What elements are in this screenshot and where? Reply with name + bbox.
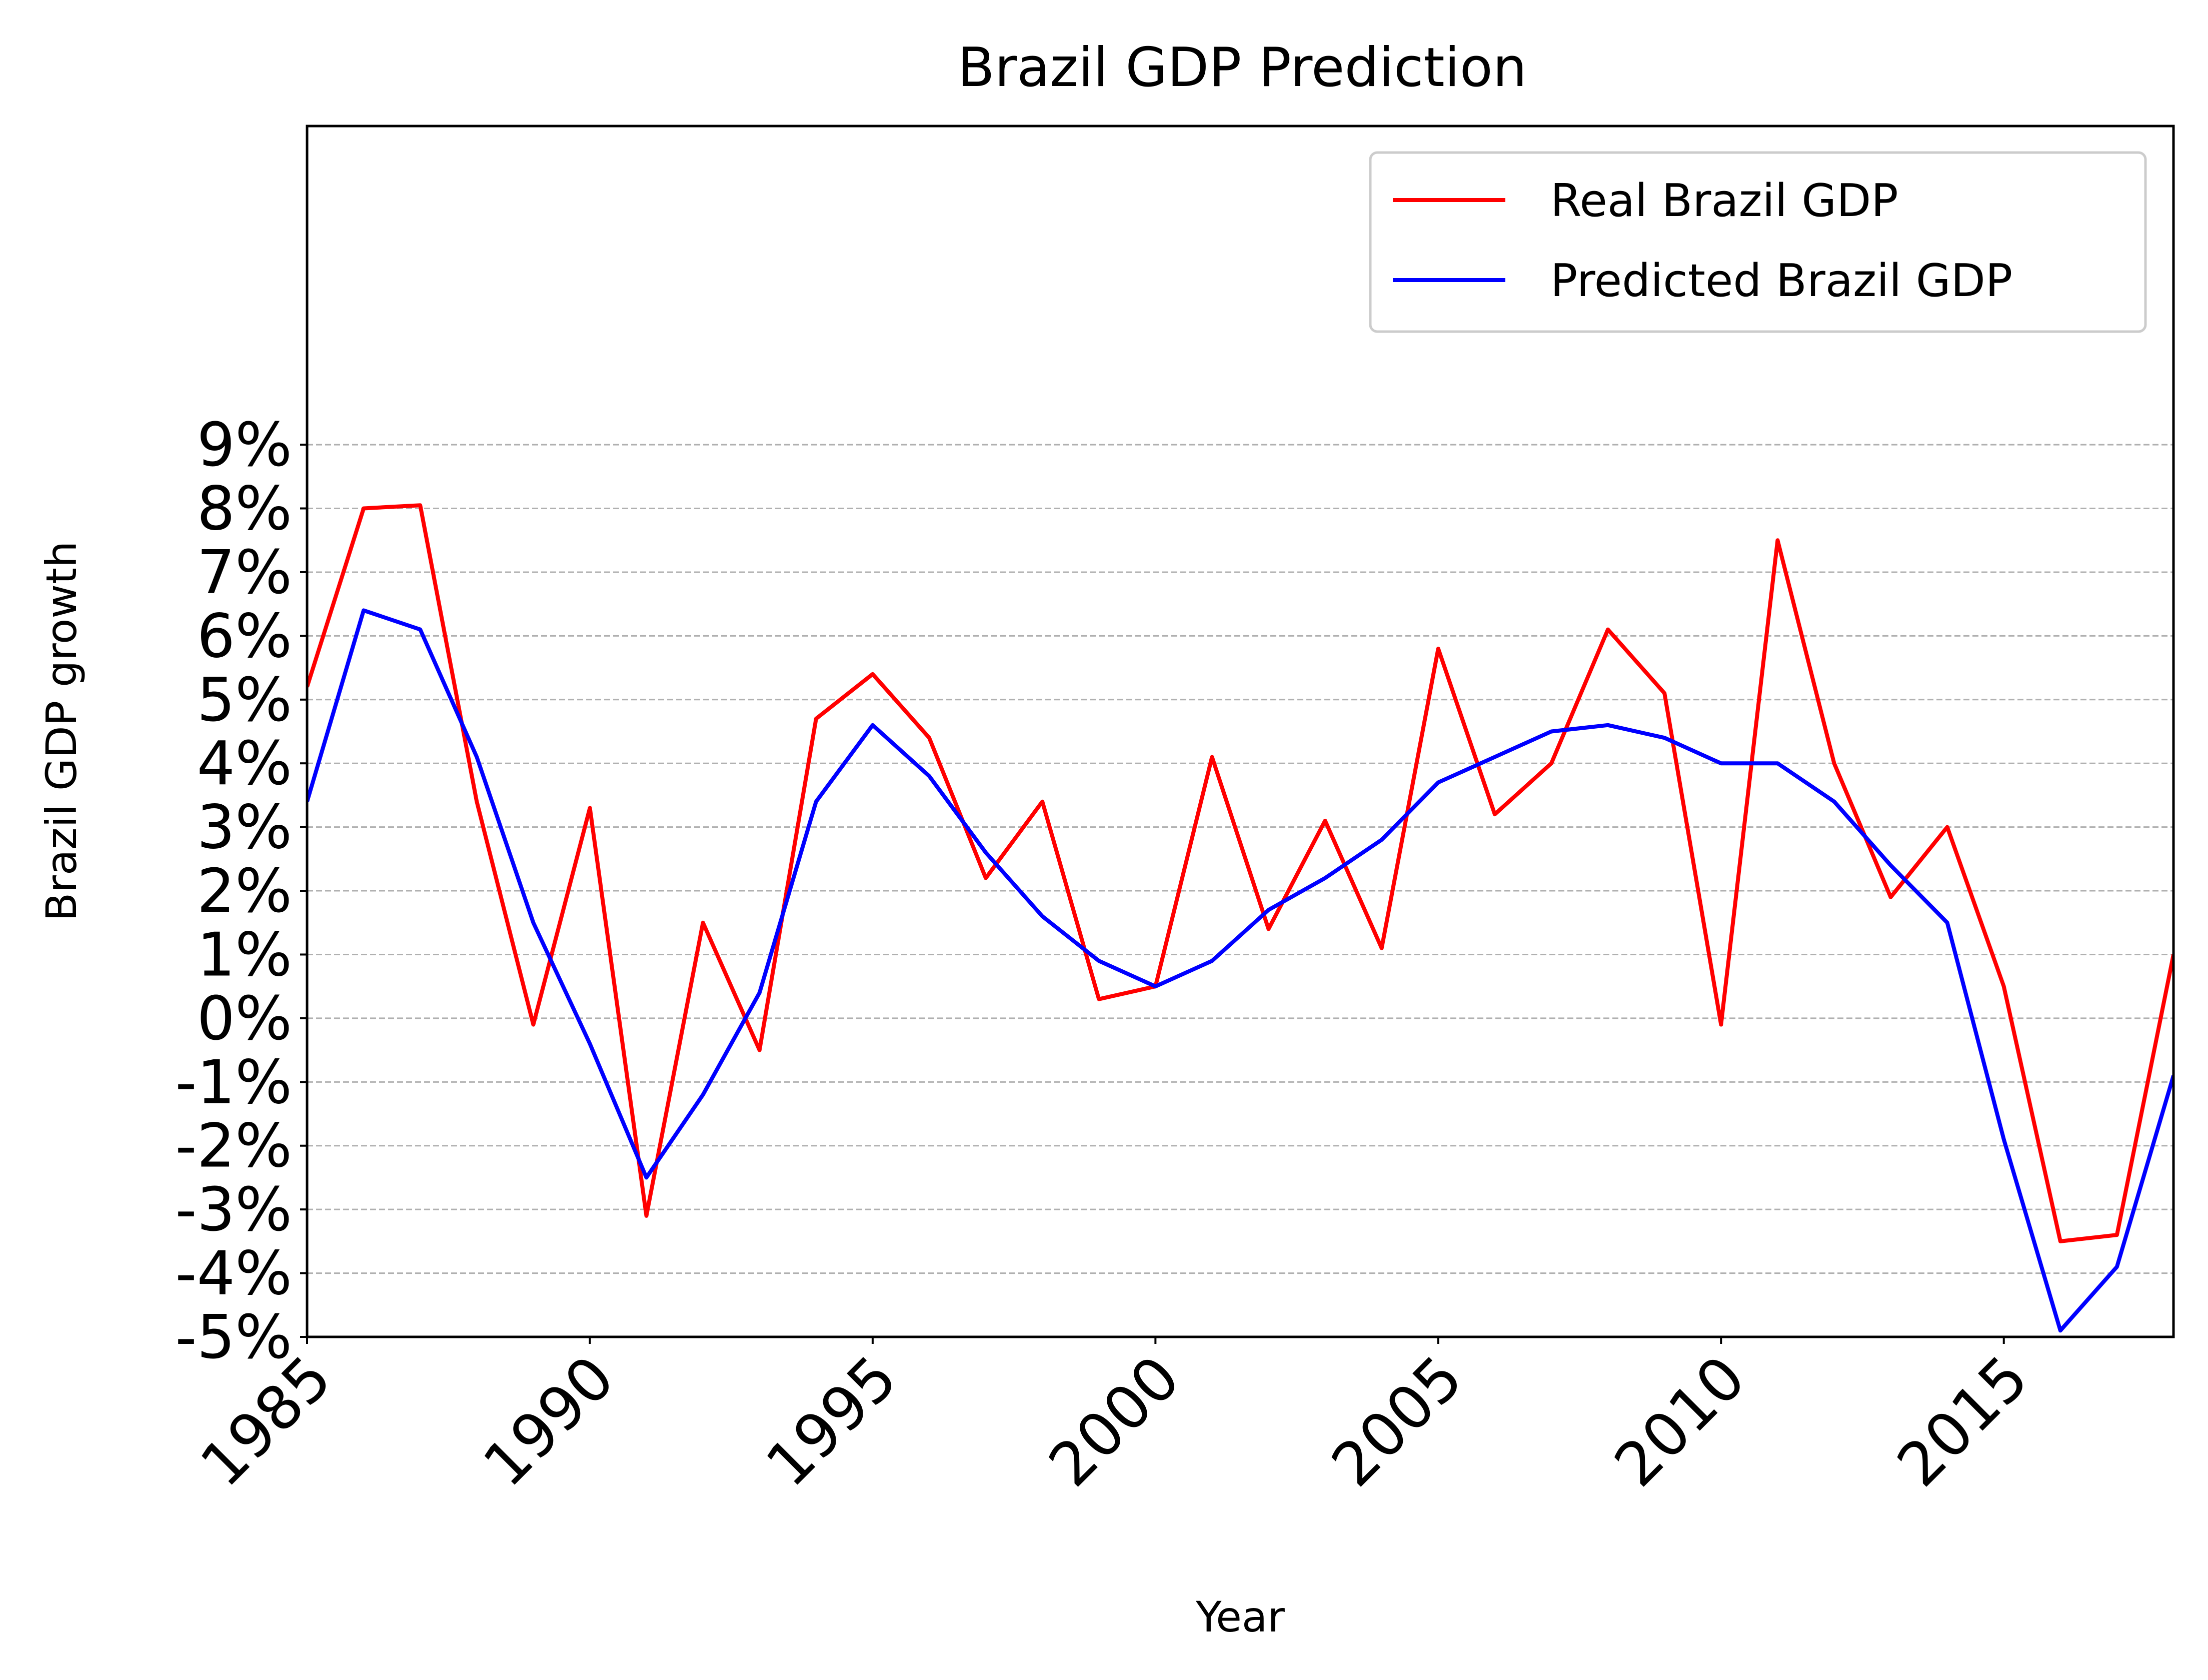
legend-label: Predicted Brazil GDP [1550,255,2012,307]
y-tick-label: -2% [175,1112,292,1181]
series-group [307,503,2173,1333]
y-tick-label: -4% [175,1239,292,1309]
y-tick-label: 5% [197,666,292,735]
y-axis-ticks: -5%-4%-3%-2%-1%0%1%2%3%4%5%6%7%8%9% [175,411,307,1372]
real-gdp-line [307,503,2173,1243]
y-tick-label: -5% [175,1303,292,1372]
y-tick-label: 4% [197,729,292,799]
legend-label: Real Brazil GDP [1550,175,1898,227]
chart-title: Brazil GDP Prediction [958,37,1527,99]
y-tick-label: 1% [197,920,292,990]
grid-lines [307,444,2173,1338]
y-tick-label: -1% [175,1048,292,1117]
y-tick-label: 7% [197,538,292,608]
y-tick-label: 2% [197,857,292,926]
y-tick-label: 9% [197,411,292,480]
y-axis-label: Brazil GDP growth [37,541,86,922]
y-tick-label: 3% [197,793,292,863]
y-tick-label: 8% [197,475,292,544]
x-axis-label: Year [1195,1592,1285,1641]
plot-frame [306,125,2175,1338]
y-tick-label: 6% [197,602,292,671]
y-tick-label: 0% [197,984,292,1054]
y-tick-label: -3% [175,1175,292,1245]
legend-frame [1369,151,2147,333]
legend: Real Brazil GDP Predicted Brazil GDP [1369,151,2147,333]
predicted-gdp-line [307,608,2173,1333]
